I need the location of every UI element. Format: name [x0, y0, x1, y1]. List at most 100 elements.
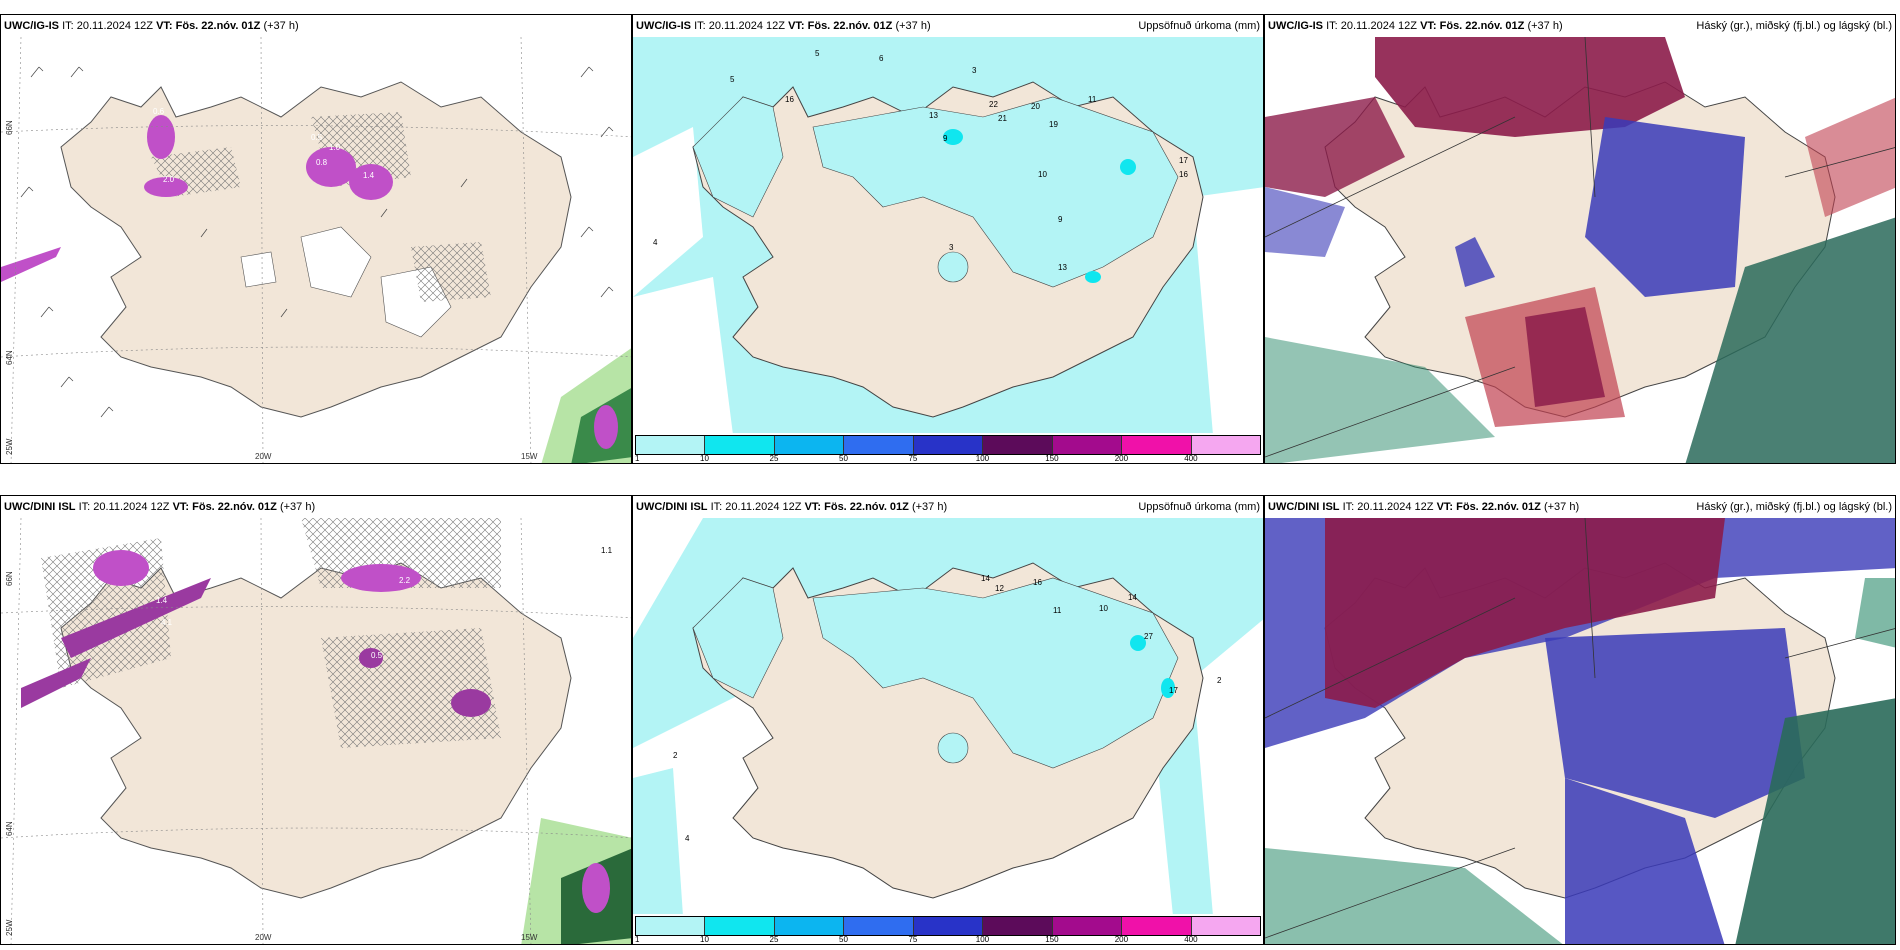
lon-label-20: 20W: [255, 933, 272, 942]
vt-label: VT:: [788, 20, 805, 32]
lon-label-25: 25W: [5, 438, 14, 455]
colorbar-swatch: [1052, 917, 1123, 935]
colorbar-swatch: [983, 917, 1053, 935]
vt-value: Fös. 22.nóv. 01Z: [1456, 501, 1541, 513]
vt-value: Fös. 22.nóv. 01Z: [175, 20, 261, 32]
lead-time: (+37 h): [279, 501, 316, 513]
colorbar-swatch: [913, 917, 984, 935]
it-label: IT:: [694, 20, 706, 32]
precip-value: 21: [998, 114, 1007, 123]
map-area: [1265, 518, 1895, 944]
value-label: 0.8: [316, 158, 328, 167]
colorbar-swatch: [983, 436, 1053, 454]
colorbar-tick: 1: [635, 454, 640, 463]
colorbar-tick: 25: [769, 935, 779, 944]
colorbar-tick: 200: [1114, 454, 1129, 463]
colorbar-swatch: [1122, 917, 1192, 935]
colorbar-swatch: [844, 436, 914, 454]
precip-value: 17: [1169, 686, 1178, 695]
colorbar-swatch: [1191, 436, 1260, 454]
colorbar-swatch: [1052, 436, 1123, 454]
it-label: IT:: [62, 20, 74, 32]
lead-time: (+37 h): [911, 501, 948, 513]
colorbar-swatch: [774, 917, 845, 935]
colorbar-swatches: [635, 916, 1261, 936]
precip-value: 4: [685, 834, 690, 843]
panel-bottom-left-wind: UWC/DINI ISL IT: 20.11.2024 12Z VT: Fös.…: [0, 495, 632, 945]
lat-label-66: 66N: [5, 571, 14, 586]
precip-value: 11: [1053, 606, 1062, 615]
it-value: 20.11.2024 12Z: [1340, 20, 1417, 32]
precip-value: 12: [995, 584, 1004, 593]
vt-label: VT:: [156, 20, 173, 32]
value-label: 1.1: [601, 546, 613, 555]
vt-label: VT:: [1436, 501, 1454, 513]
vt-value: Fös. 22.nóv. 01Z: [807, 20, 893, 32]
vt-label: VT:: [1420, 20, 1437, 32]
colorbar-swatch: [636, 917, 706, 935]
model-name: UWC/IG-IS: [636, 20, 691, 32]
precip-value: 3: [949, 243, 954, 252]
map-area: [633, 518, 1263, 916]
value-label: 0.5: [311, 133, 323, 142]
panel-header: UWC/DINI ISL IT: 20.11.2024 12Z VT: Fös.…: [1, 496, 631, 518]
panel-right-title: Uppsöfnuð úrkoma (mm): [1138, 501, 1260, 513]
precip-value: 16: [1179, 170, 1188, 179]
colorbar: 1 10 25 50 75 100 150 200 400: [633, 914, 1263, 944]
map-area: [1265, 37, 1895, 463]
precip-value: 14: [1128, 593, 1137, 602]
panel-header: UWC/IG-IS IT: 20.11.2024 12Z VT: Fös. 22…: [633, 15, 1263, 37]
colorbar-tick: 75: [908, 454, 918, 463]
colorbar-tick: 75: [908, 935, 918, 944]
precip-value: 16: [1033, 578, 1042, 587]
colorbar: 1 10 25 50 75 100 150 200 400: [633, 433, 1263, 463]
lead-time: (+37 h): [895, 20, 931, 32]
vt-value: Fös. 22.nóv. 01Z: [824, 501, 909, 513]
colorbar-swatch: [1122, 436, 1192, 454]
lat-label-64: 64N: [5, 821, 14, 836]
colorbar-tick: 25: [769, 454, 779, 463]
colorbar-tick: 100: [975, 935, 990, 944]
panel-bottom-mid-precip: UWC/DINI ISL IT: 20.11.2024 12Z VT: Fös.…: [632, 495, 1264, 945]
lon-label-25: 25W: [5, 919, 14, 936]
lat-label-66: 66N: [5, 120, 14, 135]
it-value: 20.11.2024 12Z: [708, 20, 785, 32]
it-value: 20.11.2024 12Z: [93, 501, 170, 513]
lon-label-20: 20W: [255, 452, 272, 461]
precip-value: 10: [1038, 170, 1047, 179]
precip-value: 5: [730, 75, 735, 84]
it-label: IT:: [1326, 20, 1338, 32]
precip-value: 14: [981, 574, 990, 583]
colorbar-tick: 10: [700, 935, 709, 944]
colorbar-swatch: [913, 436, 984, 454]
lead-time: (+37 h): [263, 20, 299, 32]
vt-label: VT:: [172, 501, 190, 513]
colorbar-tick: 50: [839, 935, 848, 944]
map-area: [1, 518, 631, 944]
value-label: 4.1: [161, 618, 173, 627]
lead-time: (+37 h): [1543, 501, 1580, 513]
colorbar-tick: 200: [1114, 935, 1129, 944]
panel-header: UWC/IG-IS IT: 20.11.2024 12Z VT: Fös. 22…: [1, 15, 631, 37]
panel-header: UWC/IG-IS IT: 20.11.2024 12Z VT: Fös. 22…: [1265, 15, 1895, 37]
colorbar-swatch: [705, 436, 775, 454]
colorbar-swatches: [635, 435, 1261, 455]
panel-header: UWC/DINI ISL IT: 20.11.2024 12Z VT: Fös.…: [633, 496, 1263, 518]
colorbar-tick: 50: [839, 454, 848, 463]
precip-value: 4: [653, 238, 658, 247]
map-area: [633, 37, 1263, 435]
precip-value: 13: [929, 111, 938, 120]
value-label: 0.6: [153, 107, 165, 116]
precip-value: 20: [1031, 102, 1040, 111]
lat-label-64: 64N: [5, 350, 14, 365]
precip-value: 9: [1058, 215, 1063, 224]
value-label: 2.0: [163, 175, 175, 184]
precip-value: 2: [1217, 676, 1222, 685]
vt-value: Fös. 22.nóv. 01Z: [192, 501, 277, 513]
colorbar-ticks: 1 10 25 50 75 100 150 200 400: [635, 935, 1261, 944]
lon-label-15: 15W: [521, 452, 538, 461]
colorbar-swatch: [705, 917, 775, 935]
vt-value: Fös. 22.nóv. 01Z: [1439, 20, 1525, 32]
colorbar-tick: 150: [1045, 935, 1059, 944]
value-label: 0.5: [371, 651, 383, 660]
